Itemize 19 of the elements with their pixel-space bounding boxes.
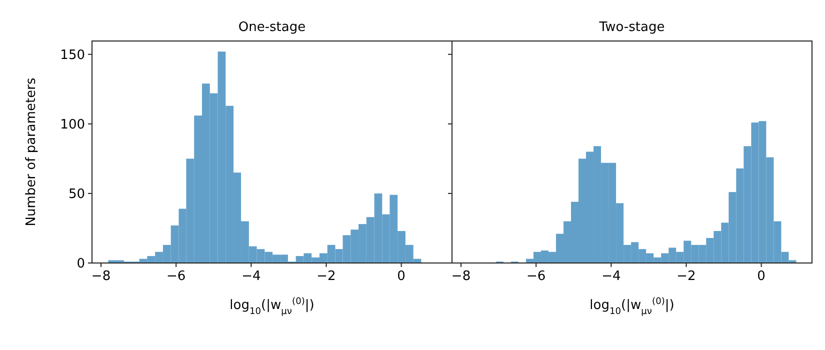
y-tick-label: 150 xyxy=(60,48,85,63)
y-tick-label: 0 xyxy=(76,256,85,272)
x-tick-label: −4 xyxy=(242,269,261,284)
chart-title: Two-stage xyxy=(598,20,665,35)
x-tick-label: −6 xyxy=(166,269,186,284)
x-tick-label: −6 xyxy=(526,269,546,284)
x-tick-label: −4 xyxy=(602,269,621,284)
x-axis-title: log$_{10}$(|w$_{μν}$$^{(0)}$|) xyxy=(230,297,314,317)
x-tick-label: 0 xyxy=(757,269,766,284)
chart-title: One-stage xyxy=(238,20,306,35)
x-tick-label: −2 xyxy=(316,269,336,284)
y-axis-title: Number of parameters xyxy=(24,78,39,226)
y-tick-label: 50 xyxy=(68,187,85,202)
x-axis-title: log$_{10}$(|w$_{μν}$$^{(0)}$|) xyxy=(590,297,674,317)
x-tick-label: −2 xyxy=(676,269,696,284)
x-tick-label: 0 xyxy=(397,269,406,284)
x-tick-label: −8 xyxy=(451,269,471,284)
y-tick-label: 100 xyxy=(60,117,85,132)
x-tick-label: −8 xyxy=(91,269,111,284)
